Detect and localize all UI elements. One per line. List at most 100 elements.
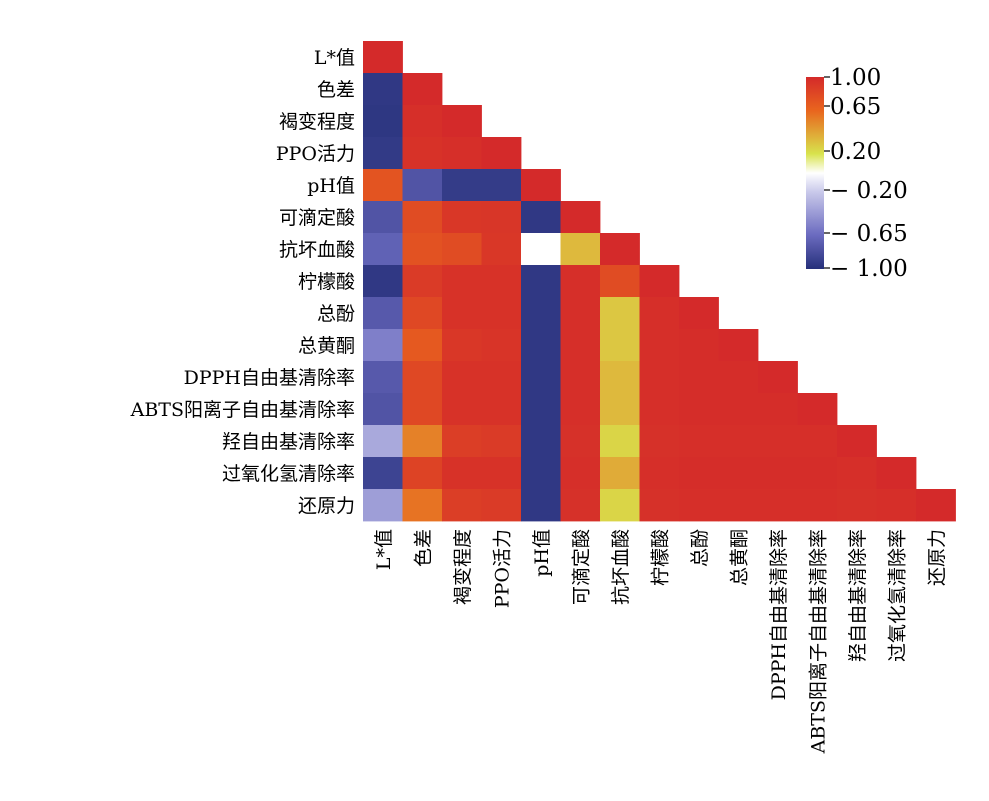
heatmap-cell (363, 137, 403, 170)
heatmap-cell (560, 425, 601, 458)
heatmap-cell (363, 393, 403, 426)
heatmap-cell (402, 329, 443, 362)
colorbar-tick-label: − 0.20 (830, 178, 908, 204)
heatmap-cell (639, 329, 680, 362)
heatmap-cell (481, 169, 522, 202)
heatmap-cell (679, 329, 719, 362)
heatmap-cell (560, 393, 601, 426)
heatmap-cell (402, 169, 443, 202)
heatmap-cell (600, 393, 640, 426)
heatmap-cell (402, 297, 443, 330)
heatmap-cell (560, 329, 601, 362)
heatmap-cell (837, 489, 877, 522)
heatmap-cell (481, 457, 522, 490)
heatmap-cell (363, 425, 403, 458)
column-label: 羟自由基清除率 (847, 529, 869, 662)
column-label: 抗坏血酸 (610, 529, 632, 605)
heatmap-cell (363, 489, 403, 522)
column-label: 可滴定酸 (570, 529, 592, 605)
heatmap-cell (481, 361, 522, 394)
heatmap-cell (442, 201, 482, 234)
heatmap-cell (718, 393, 759, 426)
heatmap-cell (363, 201, 403, 234)
column-label: 柠檬酸 (649, 529, 671, 586)
heatmap-cells (363, 41, 956, 522)
row-label: 总酚 (317, 303, 355, 325)
heatmap-cell (560, 457, 601, 490)
heatmap-cell (718, 361, 759, 394)
heatmap-cell (402, 361, 443, 394)
heatmap-cell (363, 105, 403, 138)
heatmap-cell (363, 457, 403, 490)
heatmap-cell (363, 361, 403, 394)
heatmap-cell (402, 265, 443, 298)
heatmap-cell (363, 265, 403, 298)
heatmap-cell (639, 265, 680, 298)
heatmap-cell (521, 201, 561, 234)
row-label: 抗坏血酸 (279, 239, 355, 261)
heatmap-cell (481, 329, 522, 362)
heatmap-cell (402, 73, 443, 106)
heatmap-cell (639, 361, 680, 394)
heatmap-cell (481, 489, 522, 522)
heatmap-cell (402, 393, 443, 426)
heatmap-cell (402, 137, 443, 170)
heatmap-cell (481, 201, 522, 234)
heatmap-cell (402, 105, 443, 138)
row-label: L*值 (314, 47, 355, 69)
heatmap-cell (797, 457, 838, 490)
column-labels: L*值 色差 褐变程度 PPO活力 pH值 可滴定酸 抗坏血酸 柠檬酸 总酚 总黄酮 DPPH自由基… (373, 529, 948, 754)
row-label: 柠檬酸 (298, 271, 355, 293)
row-label: 还原力 (298, 495, 355, 517)
colorbar-tick-label: − 0.65 (830, 221, 908, 247)
heatmap-cell (639, 297, 680, 330)
column-label: 褐变程度 (452, 529, 474, 605)
heatmap-cell (481, 265, 522, 298)
heatmap-cell (560, 361, 601, 394)
colorbar-tick-label: − 1.00 (830, 256, 908, 282)
heatmap-cell (560, 201, 601, 234)
heatmap-cell (442, 265, 482, 298)
heatmap-cell (679, 457, 719, 490)
heatmap-cell (442, 393, 482, 426)
heatmap-cell (560, 489, 601, 522)
heatmap-cell (758, 457, 798, 490)
heatmap-cell (442, 489, 482, 522)
row-label: 色差 (317, 79, 355, 101)
heatmap-cell (797, 425, 838, 458)
heatmap-cell (442, 361, 482, 394)
column-label: DPPH自由基清除率 (768, 529, 790, 700)
heatmap-cell (442, 137, 482, 170)
heatmap-cell (679, 393, 719, 426)
heatmap-cell (363, 233, 403, 266)
heatmap-cell (560, 265, 601, 298)
heatmap-cell (481, 425, 522, 458)
heatmap-cell (363, 73, 403, 106)
heatmap-cell (639, 425, 680, 458)
column-label: pH值 (531, 529, 553, 577)
heatmap-cell (600, 265, 640, 298)
colorbar-tick-label: 1.00 (830, 65, 881, 91)
heatmap-cell (521, 329, 561, 362)
heatmap-cell (718, 489, 759, 522)
heatmap-cell (679, 425, 719, 458)
heatmap-cell (600, 233, 640, 266)
heatmap-cell (363, 329, 403, 362)
column-label: ABTS阳离子自由基清除率 (807, 529, 829, 754)
heatmap-cell (600, 457, 640, 490)
heatmap-cell (600, 489, 640, 522)
heatmap-cell (481, 137, 522, 170)
heatmap-cell (481, 297, 522, 330)
heatmap-cell (758, 393, 798, 426)
column-label: 总酚 (689, 529, 711, 567)
row-label: DPPH自由基清除率 (184, 367, 355, 389)
heatmap-cell (600, 297, 640, 330)
heatmap-cell (679, 489, 719, 522)
heatmap-cell (916, 489, 956, 522)
heatmap-cell (521, 393, 561, 426)
heatmap-cell (521, 233, 561, 266)
heatmap-cell (402, 201, 443, 234)
heatmap-cell (442, 105, 482, 138)
heatmap-cell (481, 393, 522, 426)
heatmap-cell (402, 489, 443, 522)
